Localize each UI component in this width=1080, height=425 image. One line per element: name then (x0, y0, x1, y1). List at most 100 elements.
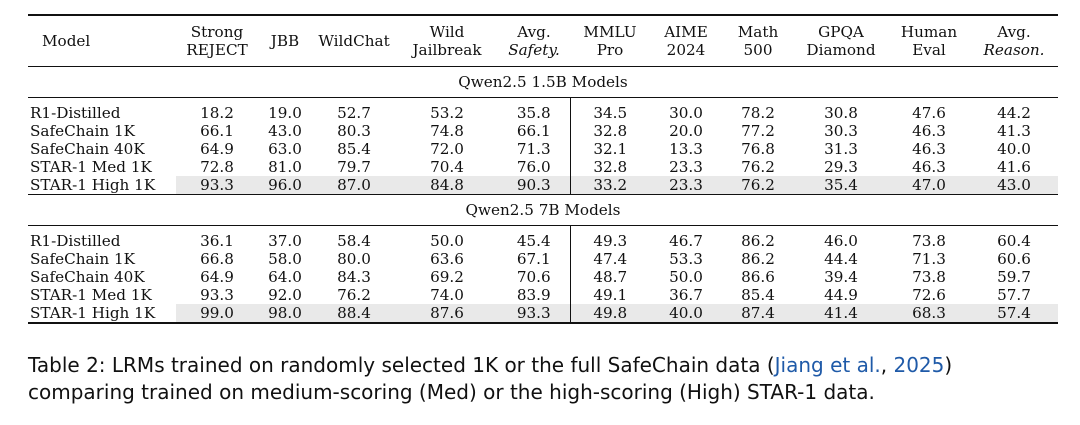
column-header-line2: Pro (596, 41, 624, 59)
value-cell: 44.4 (824, 250, 858, 268)
column-header-line1: WildChat (318, 32, 390, 50)
value-cell: 67.1 (516, 250, 551, 268)
value-cell: 70.6 (516, 268, 551, 286)
column-header-line1: JBB (270, 32, 300, 50)
value-cell: 40.0 (997, 140, 1031, 158)
column-header-9: GPQA Diamond (794, 15, 888, 67)
citation-year: 2025 (893, 353, 945, 377)
value-cell: 46.3 (912, 158, 946, 176)
column-header-line2: Jailbreak (412, 41, 482, 59)
column-header-line2: Diamond (806, 41, 876, 59)
column-header-line2: Eval (912, 41, 946, 59)
value-cell: 74.8 (430, 122, 464, 140)
value-cell: 32.8 (569, 122, 650, 140)
value-cell: 29.3 (824, 158, 858, 176)
column-header-line1: AIME (664, 23, 708, 41)
value-cell: 36.1 (200, 232, 234, 250)
value-cell: 64.0 (268, 268, 302, 286)
value-cell: 79.7 (337, 158, 371, 176)
column-header-line1: Strong (190, 23, 244, 41)
value-cell: 37.0 (268, 232, 302, 250)
results-table-container: Model Strong REJECT JBB WildChat Wild Jailbrea… (28, 14, 1058, 324)
value-cell: 47.4 (569, 250, 650, 268)
column-header-5: Avg. Safety. (498, 15, 570, 67)
value-cell: 76.8 (741, 140, 775, 158)
value-cell: 46.3 (912, 122, 946, 140)
column-header-line1: Wild (429, 23, 465, 41)
column-header-line1: Math (737, 23, 779, 41)
value-cell: 70.4 (430, 158, 464, 176)
value-cell: 72.8 (200, 158, 234, 176)
value-cell: 59.7 (997, 268, 1031, 286)
value-cell: 76.2 (741, 158, 775, 176)
column-header-8: Math 500 (722, 15, 794, 67)
value-cell: 13.3 (669, 140, 703, 158)
table-row: STAR-1 High 1K 93.3 96.0 87.0 84.8 90.3 33.2 23… (28, 176, 1058, 195)
value-cell: 35.4 (794, 176, 888, 195)
table-row: STAR-1 High 1K 99.0 98.0 88.4 87.6 93.3 49.8 40… (28, 304, 1058, 324)
model-name-cell: SafeChain 1K (30, 122, 135, 140)
caption-text-close: ) (944, 353, 953, 377)
value-cell: 66.1 (516, 122, 551, 140)
value-cell: 20.0 (669, 122, 703, 140)
value-cell: 68.3 (888, 304, 970, 324)
value-cell: 33.2 (569, 176, 650, 195)
value-cell: 46.0 (824, 232, 858, 250)
value-cell: 87.4 (722, 304, 794, 324)
column-header-3: WildChat (312, 15, 396, 67)
value-cell: 49.3 (569, 225, 650, 250)
column-header-7: AIME 2024 (650, 15, 722, 67)
section-header-row: Qwen2.5 7B Models (28, 194, 1058, 226)
value-cell: 41.4 (794, 304, 888, 324)
value-cell: 78.2 (741, 104, 775, 122)
column-header-line1: GPQA (818, 23, 864, 41)
value-cell: 53.2 (430, 104, 464, 122)
value-cell: 31.3 (824, 140, 858, 158)
value-cell: 99.0 (176, 304, 258, 324)
value-cell: 47.0 (888, 176, 970, 195)
column-header-line1: MMLU (583, 23, 637, 41)
model-name-cell: R1-Distilled (30, 232, 121, 250)
model-name-cell: SafeChain 40K (30, 268, 145, 286)
value-cell: 34.5 (569, 97, 650, 122)
value-cell: 71.3 (516, 140, 551, 158)
value-cell: 60.6 (997, 250, 1031, 268)
section-title: Qwen2.5 1.5B Models (28, 66, 1058, 98)
value-cell: 23.3 (669, 158, 703, 176)
value-cell: 83.9 (516, 286, 551, 304)
value-cell: 84.8 (396, 176, 498, 195)
column-header-6: MMLU Pro (570, 15, 650, 67)
value-cell: 93.3 (200, 286, 234, 304)
header-row: Model Strong REJECT JBB WildChat Wild Jailbrea… (28, 15, 1058, 67)
column-header-line2: 500 (743, 41, 773, 59)
column-header-2: JBB (258, 15, 312, 67)
table-body: Qwen2.5 1.5B Models R1-Distilled 18.2 19.0 5… (28, 66, 1058, 324)
model-name-cell: R1-Distilled (30, 104, 121, 122)
value-cell: 76.0 (516, 158, 551, 176)
value-cell: 77.2 (741, 122, 775, 140)
value-cell: 43.0 (970, 176, 1058, 195)
value-cell: 88.4 (312, 304, 396, 324)
table-caption: Table 2: LRMs trained on randomly select… (28, 352, 1058, 406)
section-title: Qwen2.5 7B Models (28, 194, 1058, 226)
table-row: R1-Distilled 18.2 19.0 52.7 53.2 35.8 34.5 30.0… (28, 97, 1058, 122)
value-cell: 60.4 (997, 232, 1031, 250)
model-name-cell: STAR-1 Med 1K (30, 158, 152, 176)
value-cell: 58.4 (337, 232, 371, 250)
value-cell: 87.0 (312, 176, 396, 195)
citation-link[interactable]: Jiang et al., 2025 (775, 353, 945, 377)
value-cell: 85.4 (741, 286, 775, 304)
value-cell: 87.6 (396, 304, 498, 324)
value-cell: 66.1 (200, 122, 234, 140)
caption-text: Table 2: LRMs trained on randomly select… (28, 353, 775, 377)
value-cell: 46.7 (669, 232, 703, 250)
value-cell: 64.9 (200, 268, 234, 286)
column-header-line1: Model (42, 32, 91, 50)
value-cell: 98.0 (258, 304, 312, 324)
table-row: SafeChain 1K 66.8 58.0 80.0 63.6 67.1 47.4 53.3… (28, 250, 1058, 268)
value-cell: 74.0 (430, 286, 464, 304)
value-cell: 46.3 (912, 140, 946, 158)
column-header-line2: Safety. (508, 41, 560, 59)
value-cell: 19.0 (268, 104, 302, 122)
value-cell: 48.7 (569, 268, 650, 286)
